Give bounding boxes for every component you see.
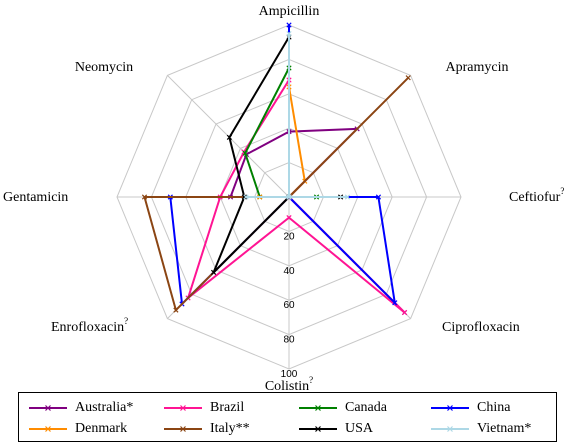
data-point [286,30,292,37]
axis-label-gentamicin: Gentamicin [3,190,68,205]
tick-label: 100 [281,369,298,380]
axis-label-apramycin: Apramycin [446,60,509,75]
series-line [169,25,397,307]
legend-item: Italy** [164,420,250,438]
data-point [173,307,179,313]
legend-label: USA [345,421,374,436]
data-point [401,309,408,316]
tick-label: 40 [283,266,295,277]
series-line [244,67,317,198]
data-point [210,269,217,276]
axis-label-colistin: Colistin? [265,375,313,392]
data-point [405,75,411,81]
axis-label-ceftiofur: Ceftiofur? [509,186,564,205]
series-line [229,127,406,314]
data-point [286,215,292,221]
legend-item: Canada [299,399,387,417]
series-line [212,33,341,274]
data-point [241,194,247,200]
axis-label-enrofloxacin: Enrofloxacin? [51,316,128,335]
data-point [243,194,249,200]
legend-label: Brazil [210,400,245,415]
data-point [242,150,248,156]
axis-label-mark: ? [560,186,564,196]
legend-swatch [164,426,202,432]
legend-swatch [29,426,67,432]
legend-label: Australia* [75,400,134,415]
legend-item: Brazil [164,399,244,417]
series-denmark [257,84,308,200]
radar-axis-labels: Ampicillin Apramycin Ceftiofur? Ciprofloxac… [3,4,564,392]
legend-swatch [431,426,469,432]
axis-label-mark: ? [124,316,128,326]
legend-item: Denmark [29,420,127,438]
radar-chart: 20 40 60 80 100 Ampicillin Apramycin Ceftiofur… [3,4,564,392]
data-point [392,300,398,306]
legend-swatch [299,426,337,432]
radar-series [141,22,411,316]
data-point [141,194,148,200]
data-point [226,134,233,141]
axis-label-neomycin: Neomycin [75,60,133,75]
chart-legend: Australia* Brazil Canada China Denmark Italy*… [18,392,557,442]
legend-swatch [164,405,202,411]
legend-item: China [431,399,510,417]
legend-swatch [299,405,337,411]
legend-item: Vietnam* [431,420,531,438]
legend-label: Vietnam* [477,421,532,436]
legend-label: Denmark [75,421,128,436]
data-point [286,194,292,200]
legend-item: USA [299,420,373,438]
axis-label-ciprofloxacin: Ciprofloxacin [442,320,520,335]
legend-swatch [431,405,469,411]
series-vietnam [243,30,351,200]
axis-label-ampicillin: Ampicillin [259,4,320,19]
radar-ticks: 20 40 60 80 100 [281,231,298,380]
tick-label: 20 [283,231,295,242]
data-point [375,194,382,200]
legend-label: China [477,400,511,415]
tick-label: 80 [283,335,295,346]
legend-label: Canada [345,400,387,415]
legend-item: Australia* [29,399,133,417]
legend-swatch [29,405,67,411]
tick-label: 60 [283,300,295,311]
axis-label-mark: ? [309,375,313,385]
data-point [344,194,351,200]
series-line [246,33,348,198]
series-usa [210,33,344,276]
legend-label: Italy** [210,421,250,436]
series-china [167,22,398,307]
data-point [286,22,292,28]
